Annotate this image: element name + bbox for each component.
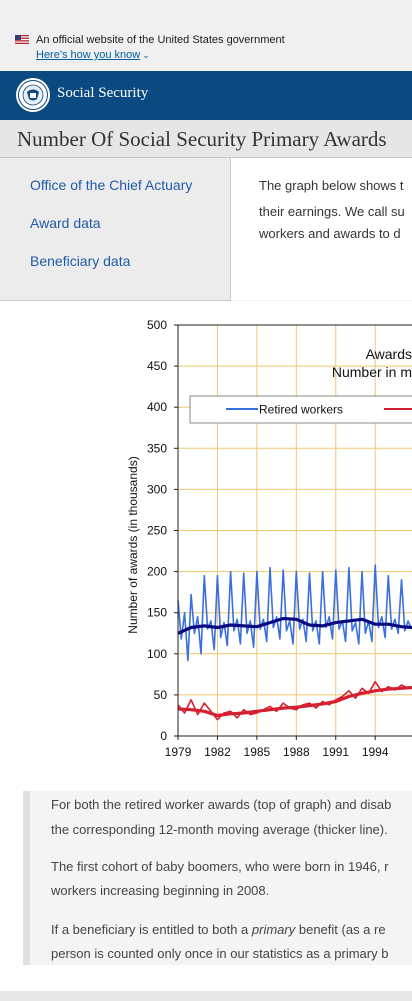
series-retired-moving-average [177,616,412,635]
us-flag-icon [15,35,29,44]
y-tick-label: 150 [147,606,167,620]
chevron-down-icon: ⌄ [142,50,150,60]
sidenav-item-office-chief-actuary[interactable]: Office of the Chief Actuary [30,177,193,193]
sidenav-item-beneficiary-data[interactable]: Beneficiary data [30,253,131,269]
chart-title-line-1: Awards [366,346,412,362]
y-tick-label: 500 [147,318,167,332]
series-disabled-moving-average [177,685,412,718]
note-p1-line-2: the corresponding 12-month moving averag… [51,822,388,837]
x-tick-label: 1985 [244,745,271,759]
page-bottom-band [0,991,412,1001]
title-bar [0,120,412,158]
note-p2-line-1: The first cohort of baby boomers, who we… [51,859,389,874]
ssa-seal-icon[interactable] [15,77,51,113]
x-tick-label: 1991 [322,745,349,759]
intro-line-1: The graph below shows t [259,178,404,193]
gov-banner-text: An official website of the United States… [36,34,285,46]
site-header [0,71,412,120]
note-p3-text-a: If a beneficiary is entitled to both a [51,922,252,937]
heres-how-you-know-link[interactable]: Here's how you know ⌄ [36,49,150,61]
x-tick-label: 1988 [283,745,310,759]
intro-line-3: workers and awards to d [259,226,401,241]
heres-how-you-know-label: Here's how you know [36,49,141,61]
site-brand-link[interactable]: Social Security [57,85,149,101]
awards-chart: 0 50 100 150 200 250 300 350 400 450 500 1979 1982 19… [126,318,412,759]
side-navigation [0,158,231,301]
x-tick-label: 1979 [165,745,192,759]
sidenav-item-award-data[interactable]: Award data [30,215,101,231]
note-p3-emphasis: primary [251,922,296,937]
notes-callout [23,791,412,965]
x-tick-label: 1994 [362,745,389,759]
y-tick-label: 50 [154,688,168,702]
legend-label-retired: Retired workers [259,403,343,417]
note-p1-line-1: For both the retired worker awards (top … [51,797,392,812]
note-p3-line-2: person is counted only once in our stati… [51,946,389,961]
x-tick-label: 1982 [204,745,231,759]
y-tick-label: 100 [147,647,167,661]
y-axis-label: Number of awards (in thousands) [126,456,140,633]
y-tick-label: 250 [147,524,167,538]
chart-title-line-2: Number in m [332,364,412,380]
y-tick-label: 300 [147,482,167,496]
y-tick-label: 350 [147,441,167,455]
y-tick-label: 400 [147,400,167,414]
series-retired-workers [177,564,412,662]
y-tick-label: 200 [147,565,167,579]
note-p3-text-b: benefit (as a re [295,922,386,937]
intro-line-2: their earnings. We call su [259,204,405,219]
note-p3-line-1: If a beneficiary is entitled to both a p… [51,922,386,937]
gov-banner [0,0,412,71]
note-p2-line-2: workers increasing beginning in 2008. [51,883,270,898]
y-tick-label: 450 [147,359,167,373]
intro-panel [231,158,412,300]
y-tick-label: 0 [160,729,167,743]
page-title: Number Of Social Security Primary Awards [17,127,387,151]
